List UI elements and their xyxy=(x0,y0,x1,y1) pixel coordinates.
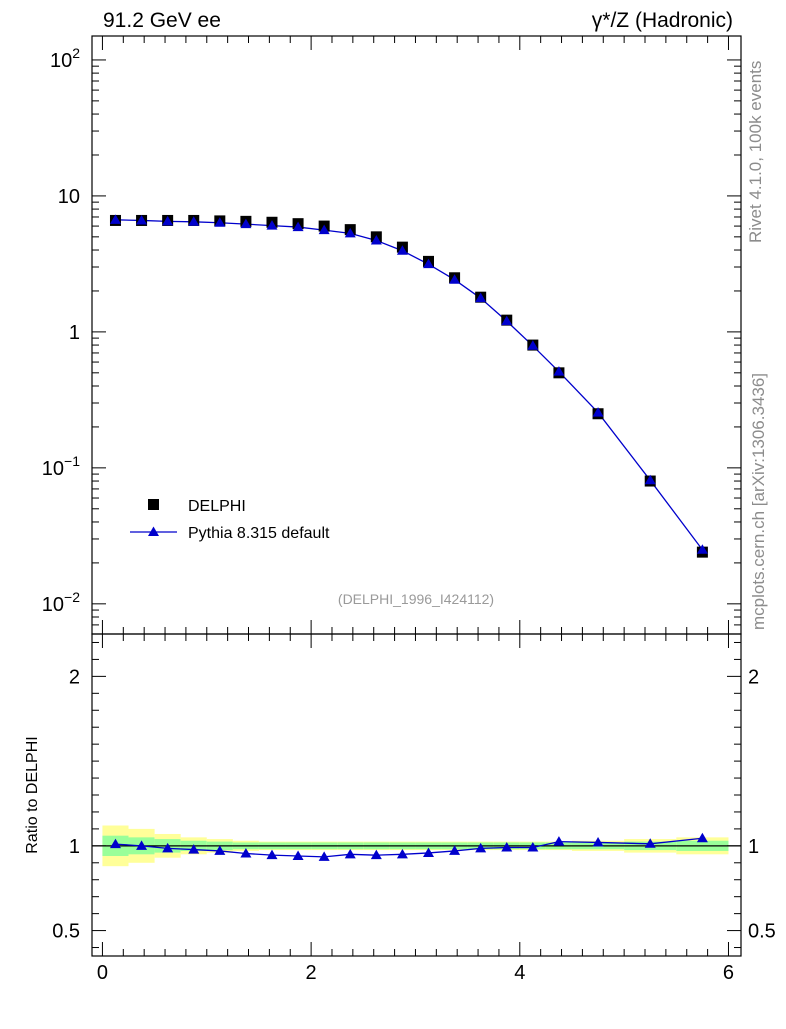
mc-point xyxy=(188,216,200,226)
header-left-title: 91.2 GeV ee xyxy=(103,9,221,32)
mc-point xyxy=(240,218,252,229)
ratio-point xyxy=(292,850,304,861)
ratio-point xyxy=(266,849,278,860)
legend: DELPHI Pythia 8.315 default xyxy=(130,498,330,542)
ratio-y-tick-label: 0.5 xyxy=(52,921,80,943)
mcplots-credit-label: mcplots.cern.ch [arXiv:1306.3436] xyxy=(749,372,768,630)
mc-point xyxy=(109,214,121,224)
mc-point xyxy=(422,258,434,269)
axis-ticks xyxy=(92,36,741,956)
ratio-point xyxy=(449,845,461,855)
ratio-y-tick-label-right: 1 xyxy=(748,836,759,858)
ratio-point xyxy=(396,848,408,859)
y-tick-label: 10−1 xyxy=(42,453,80,480)
mc-point xyxy=(553,366,565,376)
legend-pythia-label: Pythia 8.315 default xyxy=(188,525,330,542)
x-tick-label: 6 xyxy=(723,962,734,984)
ratio-point xyxy=(370,849,382,860)
mc-point xyxy=(370,235,382,245)
ratio-point xyxy=(553,836,565,846)
mc-point xyxy=(162,215,174,226)
ratio-ylabel: Ratio to DELPHI xyxy=(24,736,41,853)
x-tick-label: 0 xyxy=(97,962,108,984)
ratio-y-tick-label: 2 xyxy=(69,666,80,688)
main-panel-frame xyxy=(91,35,742,635)
tick-labels: 10−2 10−1 1 10 102 0.5 0.5 1 1 2 2 0 2 4 6 xyxy=(42,45,776,984)
mc-point xyxy=(396,245,408,255)
ratio-point xyxy=(162,842,174,853)
y-tick-label: 1 xyxy=(69,322,80,344)
mc-point xyxy=(266,220,278,230)
ratio-y-tick-label-right: 2 xyxy=(748,666,759,688)
legend-delphi-marker xyxy=(148,499,159,510)
ratio-point xyxy=(318,851,330,861)
mc-point xyxy=(449,274,461,284)
ratio-point xyxy=(136,840,148,850)
mc-point xyxy=(318,224,330,235)
ratio-point xyxy=(696,832,708,843)
ratio-point xyxy=(109,838,121,849)
ratio-point xyxy=(644,838,656,848)
mc-point xyxy=(592,407,604,417)
x-tick-label: 4 xyxy=(514,962,525,984)
plot-frames xyxy=(91,35,742,957)
mc-point xyxy=(292,221,304,232)
mc-point xyxy=(136,214,148,225)
x-tick-label: 2 xyxy=(306,962,317,984)
rivet-version-label: Rivet 4.1.0, 100k events xyxy=(746,60,765,243)
ratio-point xyxy=(592,836,604,847)
legend-delphi-label: DELPHI xyxy=(188,498,246,515)
mc-point xyxy=(644,474,656,485)
mc-point xyxy=(527,340,539,350)
ratio-point xyxy=(475,842,487,853)
ratio-point xyxy=(214,845,226,855)
y-tick-label: 10 xyxy=(58,186,80,208)
ratio-point xyxy=(344,848,356,859)
legend-pythia-marker xyxy=(148,526,159,536)
mc-point xyxy=(501,315,513,326)
analysis-id-label: (DELPHI_1996_I424112) xyxy=(338,591,494,607)
mc-point xyxy=(696,544,708,554)
chart-marks xyxy=(92,214,741,861)
ratio-y-tick-label: 1 xyxy=(69,836,80,858)
ratio-point xyxy=(240,847,252,858)
ratio-point xyxy=(501,842,513,852)
ratio-point xyxy=(422,847,434,857)
y-tick-label: 10−2 xyxy=(42,589,80,616)
mc-point xyxy=(475,292,487,303)
ratio-panel-frame xyxy=(91,633,742,957)
mc-point xyxy=(344,227,356,238)
mc-point xyxy=(214,217,226,227)
header-right-title: γ*/Z (Hadronic) xyxy=(592,9,733,32)
ratio-y-tick-label-right: 0.5 xyxy=(748,921,776,943)
ratio-point xyxy=(188,844,200,854)
ratio-point xyxy=(527,842,539,852)
y-tick-label: 102 xyxy=(50,45,80,72)
